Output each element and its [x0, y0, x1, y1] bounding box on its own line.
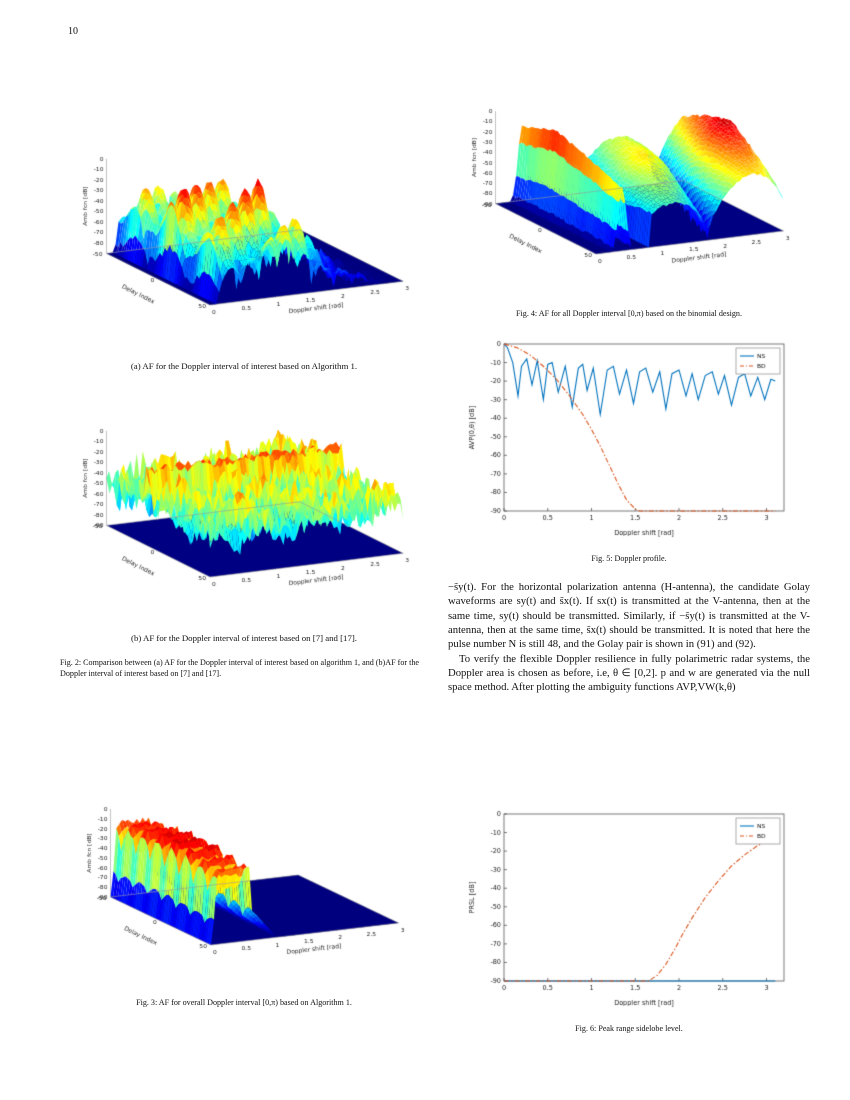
paragraph-1: −s̃y(t). For the horizontal polarization… [448, 581, 810, 651]
figure-4-plot [461, 86, 797, 296]
figure-4-caption: Fig. 4: AF for all Doppler interval [0,π… [516, 309, 742, 318]
figure-3-caption: Fig. 3: AF for overall Doppler interval … [136, 998, 352, 1007]
paragraph-2: To verify the flexible Doppler resilienc… [448, 652, 810, 694]
figure-5: Fig. 5: Doppler profile. [448, 336, 810, 563]
body-text: −s̃y(t). For the horizontal polarization… [448, 580, 810, 695]
figure-6: Fig. 6: Peak range sidelobe level. [448, 806, 810, 1033]
page-number: 10 [68, 26, 78, 37]
figure-2b-caption: (b) AF for the Doppler interval of inter… [131, 633, 357, 643]
figure-5-plot [464, 336, 794, 541]
figure-2b-plot [71, 405, 417, 620]
figure-4: Fig. 4: AF for all Doppler interval [0,π… [448, 86, 810, 318]
figure-2b: (b) AF for the Doppler interval of inter… [60, 405, 428, 643]
figure-6-plot [464, 806, 794, 1011]
figure-2a-plot [71, 133, 417, 348]
figure-3-plot [76, 785, 412, 985]
figure-5-caption: Fig. 5: Doppler profile. [591, 554, 667, 563]
figure-2a: (a) AF for the Doppler interval of inter… [60, 133, 428, 371]
right-column: Fig. 4: AF for all Doppler interval [0,π… [448, 0, 810, 1100]
left-column: (a) AF for the Doppler interval of inter… [60, 0, 428, 1100]
figure-6-caption: Fig. 6: Peak range sidelobe level. [575, 1024, 683, 1033]
figure-2-caption: Fig. 2: Comparison between (a) AF for th… [60, 658, 419, 678]
figure-2a-caption: (a) AF for the Doppler interval of inter… [130, 361, 358, 371]
figure-3: Fig. 3: AF for overall Doppler interval … [60, 785, 428, 1007]
